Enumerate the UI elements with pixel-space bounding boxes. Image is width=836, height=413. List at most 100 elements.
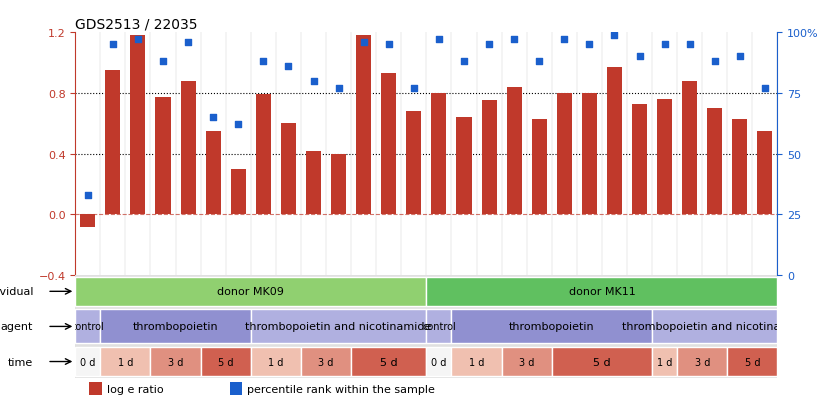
Y-axis label: time: time [8,357,33,367]
Point [106,42,120,48]
FancyBboxPatch shape [426,277,777,306]
FancyBboxPatch shape [727,347,777,376]
Bar [331,154,346,215]
Text: GDS2513 / 22035: GDS2513 / 22035 [75,18,198,32]
Point [206,114,220,121]
FancyBboxPatch shape [552,347,652,376]
Bar [256,95,271,215]
FancyBboxPatch shape [75,277,426,306]
Text: thrombopoietin: thrombopoietin [509,322,594,332]
Bar [89,382,102,395]
Point [507,37,521,44]
FancyBboxPatch shape [451,347,502,376]
Text: log e ratio: log e ratio [107,384,164,394]
FancyBboxPatch shape [201,347,251,376]
Text: 3 d: 3 d [519,357,534,367]
Point [758,85,772,92]
Point [608,32,621,39]
Bar [456,118,472,215]
Bar [732,119,747,215]
Text: control: control [422,322,456,332]
Text: 1 d: 1 d [118,357,133,367]
Bar [557,94,572,215]
Point [382,42,395,48]
FancyBboxPatch shape [150,347,201,376]
Bar [356,36,371,215]
Text: 0 d: 0 d [80,357,95,367]
FancyBboxPatch shape [251,310,426,344]
Point [131,37,145,44]
Bar [431,94,446,215]
FancyBboxPatch shape [652,347,677,376]
Bar [80,215,95,227]
Bar [757,131,772,215]
Point [257,59,270,65]
Text: percentile rank within the sample: percentile rank within the sample [247,384,436,394]
Text: control: control [71,322,104,332]
FancyBboxPatch shape [100,310,251,344]
Bar [231,169,246,215]
Point [658,42,671,48]
Point [232,122,245,128]
Point [708,59,721,65]
Bar [406,112,421,215]
Bar [130,36,145,215]
FancyBboxPatch shape [75,347,100,376]
Bar [105,71,120,215]
Text: 3 d: 3 d [319,357,334,367]
Bar [381,74,396,215]
Bar [532,119,547,215]
Bar [206,131,221,215]
Point [357,39,370,46]
Bar [181,81,196,215]
Bar [682,81,697,215]
Text: 3 d: 3 d [168,357,183,367]
Point [307,78,320,85]
FancyBboxPatch shape [652,310,777,344]
Point [81,192,94,199]
Point [282,64,295,70]
Text: donor MK09: donor MK09 [217,287,284,297]
Point [181,39,195,46]
FancyBboxPatch shape [251,347,301,376]
Point [583,42,596,48]
Y-axis label: individual: individual [0,287,33,297]
Bar [155,98,171,215]
Bar [482,101,497,215]
Text: donor MK11: donor MK11 [568,287,635,297]
Text: 1 d: 1 d [268,357,283,367]
Point [482,42,496,48]
Text: thrombopoietin: thrombopoietin [133,322,218,332]
Bar [507,88,522,215]
Point [407,85,421,92]
Point [432,37,446,44]
Bar [582,94,597,215]
FancyBboxPatch shape [451,310,652,344]
Point [558,37,571,44]
FancyBboxPatch shape [502,347,552,376]
Point [332,85,345,92]
Bar [306,151,321,215]
Bar [707,109,722,215]
Bar [607,68,622,215]
Bar [230,382,242,395]
FancyBboxPatch shape [100,347,150,376]
FancyBboxPatch shape [301,347,351,376]
Text: 1 d: 1 d [469,357,484,367]
Text: thrombopoietin and nicotinamide: thrombopoietin and nicotinamide [622,322,808,332]
Bar [281,124,296,215]
Point [156,59,170,65]
Point [457,59,471,65]
FancyBboxPatch shape [426,310,451,344]
Point [733,54,747,61]
FancyBboxPatch shape [426,347,451,376]
Text: 0 d: 0 d [431,357,446,367]
Text: 3 d: 3 d [695,357,710,367]
Text: 5 d: 5 d [593,357,611,367]
Text: 5 d: 5 d [380,357,398,367]
Bar [657,100,672,215]
FancyBboxPatch shape [677,347,727,376]
Point [533,59,546,65]
Text: 5 d: 5 d [218,357,233,367]
FancyBboxPatch shape [351,347,426,376]
